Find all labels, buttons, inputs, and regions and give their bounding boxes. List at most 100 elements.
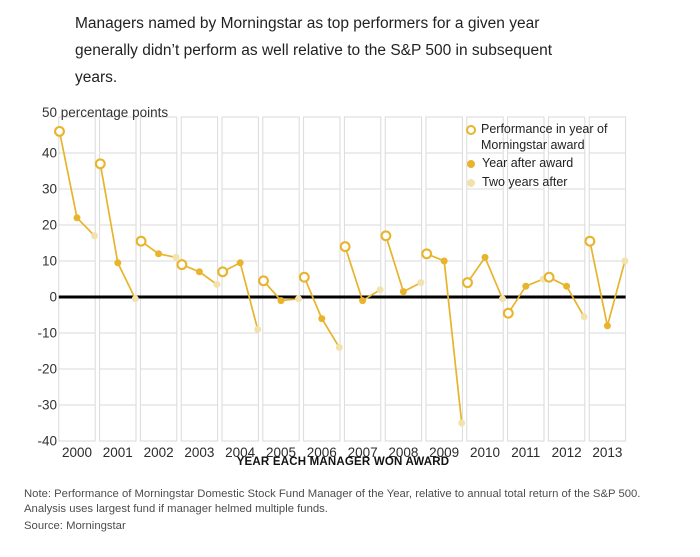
series-line-2006 bbox=[303, 276, 341, 348]
grid-cell-2001 bbox=[99, 116, 137, 442]
chart-source: Source: Morningstar bbox=[24, 520, 126, 532]
pale-dot-marker-icon bbox=[467, 178, 475, 187]
grid-cell-2009 bbox=[425, 116, 463, 442]
y-tick--20: -20 bbox=[37, 361, 57, 377]
point-2013-two-years-after bbox=[621, 257, 629, 265]
legend-item-two-years-after: Two years after bbox=[466, 175, 676, 191]
point-2008-year-after bbox=[399, 288, 407, 296]
legend-item-year-after: Year after award bbox=[466, 156, 676, 172]
point-2005-award-year bbox=[258, 275, 269, 287]
point-2009-year-after bbox=[440, 257, 448, 265]
point-2002-year-after bbox=[155, 250, 163, 258]
point-2012-two-years-after bbox=[580, 313, 588, 321]
note-line-2: Analysis uses largest fund if manager he… bbox=[24, 503, 328, 515]
point-2012-year-after bbox=[563, 282, 571, 290]
point-2000-year-after bbox=[73, 214, 81, 222]
point-2001-two-years-after bbox=[131, 295, 139, 303]
y-tick-10: 10 bbox=[41, 253, 57, 269]
x-axis-title: YEAR EACH MANAGER WON AWARD bbox=[236, 456, 450, 468]
point-2013-year-after bbox=[603, 322, 611, 330]
x-tick-2011: 2011 bbox=[511, 445, 541, 460]
point-2003-year-after bbox=[195, 268, 203, 276]
point-2003-award-year bbox=[176, 259, 188, 271]
grid-cell-2008 bbox=[384, 116, 423, 442]
open-circle-marker-icon bbox=[466, 125, 476, 135]
point-2011-award-year bbox=[502, 307, 514, 319]
x-tick-2003: 2003 bbox=[184, 445, 215, 460]
point-2010-two-years-after bbox=[499, 295, 506, 303]
series-line-2013 bbox=[589, 241, 626, 327]
point-2000-two-years-after bbox=[91, 232, 98, 240]
y-tick--30: -30 bbox=[37, 397, 57, 413]
chart-note: Note: Performance of Morningstar Domesti… bbox=[24, 487, 684, 517]
point-2013-award-year bbox=[584, 235, 596, 247]
point-2004-two-years-after bbox=[254, 325, 262, 333]
y-tick-40: 40 bbox=[41, 145, 57, 161]
y-tick-20: 20 bbox=[41, 217, 57, 233]
point-2000-award-year bbox=[54, 125, 65, 137]
point-2011-year-after bbox=[522, 282, 530, 290]
point-2006-two-years-after bbox=[335, 343, 343, 351]
chart-legend: Performance in year of Morningstar award… bbox=[466, 122, 676, 193]
legend-label: Two years after bbox=[482, 174, 568, 189]
y-tick-30: 30 bbox=[41, 181, 57, 197]
point-2006-year-after bbox=[318, 315, 326, 323]
point-2003-two-years-after bbox=[213, 280, 221, 288]
point-2005-two-years-after bbox=[295, 295, 302, 303]
grid-cell-2002 bbox=[139, 116, 178, 442]
legend-label: Performance in year of Morningstar award bbox=[481, 122, 608, 152]
series-line-2010 bbox=[466, 255, 504, 300]
point-2006-award-year bbox=[298, 271, 310, 283]
series-line-2009 bbox=[426, 253, 463, 424]
note-line-1: Note: Performance of Morningstar Domesti… bbox=[24, 488, 641, 500]
grid-cell-2004 bbox=[221, 116, 259, 442]
legend-label: Year after award bbox=[482, 156, 574, 170]
grid-cell-2013 bbox=[588, 116, 627, 442]
x-tick-2009: 2009 bbox=[429, 445, 460, 460]
point-2004-award-year bbox=[217, 266, 229, 278]
point-2001-year-after bbox=[114, 259, 122, 267]
grid-cell-2000 bbox=[58, 116, 96, 442]
x-tick-2002: 2002 bbox=[143, 445, 174, 460]
x-tick-2008: 2008 bbox=[388, 445, 419, 460]
point-2012-award-year bbox=[543, 271, 555, 283]
point-2008-two-years-after bbox=[417, 279, 425, 287]
point-2009-award-year bbox=[421, 248, 433, 260]
y-tick--10: -10 bbox=[37, 325, 57, 341]
x-tick-2007: 2007 bbox=[347, 445, 378, 460]
x-tick-2004: 2004 bbox=[225, 445, 256, 460]
chart-title: Managers named by Morningstar as top per… bbox=[75, 10, 595, 91]
x-tick-2012: 2012 bbox=[551, 445, 582, 460]
chart-title-line-1: Managers named by Morningstar as top per… bbox=[75, 15, 540, 32]
y-tick-0: 0 bbox=[49, 289, 57, 305]
point-2007-two-years-after bbox=[376, 286, 384, 294]
point-2007-award-year bbox=[339, 241, 351, 253]
series-line-2008 bbox=[385, 235, 422, 293]
point-2010-award-year bbox=[462, 277, 473, 289]
series-line-2007 bbox=[344, 246, 381, 302]
legend-item-award-year: Performance in year of Morningstar award bbox=[466, 122, 676, 153]
filled-dot-marker-icon bbox=[467, 160, 475, 168]
point-2009-two-years-after bbox=[458, 419, 466, 427]
point-2001-award-year bbox=[94, 158, 106, 170]
x-tick-2000: 2000 bbox=[61, 445, 93, 460]
point-2002-two-years-after bbox=[172, 253, 180, 261]
series-line-2001 bbox=[99, 163, 137, 300]
point-2010-year-after bbox=[481, 253, 489, 261]
y-axis-unit-label: 50 percentage points bbox=[42, 105, 169, 120]
grid-cell-2007 bbox=[343, 116, 382, 442]
point-2002-award-year bbox=[135, 235, 147, 247]
chart-title-line-2: generally didn’t perform as well relativ… bbox=[75, 42, 553, 59]
x-tick-2001: 2001 bbox=[102, 445, 133, 460]
x-tick-2013: 2013 bbox=[592, 445, 623, 460]
grid-cell-2003 bbox=[180, 116, 219, 442]
point-2008-award-year bbox=[380, 230, 392, 242]
x-tick-2006: 2006 bbox=[306, 445, 337, 460]
point-2005-year-after bbox=[277, 297, 285, 305]
point-2007-year-after bbox=[359, 297, 367, 305]
x-tick-2005: 2005 bbox=[265, 445, 297, 460]
x-tick-2010: 2010 bbox=[469, 445, 501, 460]
y-tick--40: -40 bbox=[37, 433, 57, 449]
